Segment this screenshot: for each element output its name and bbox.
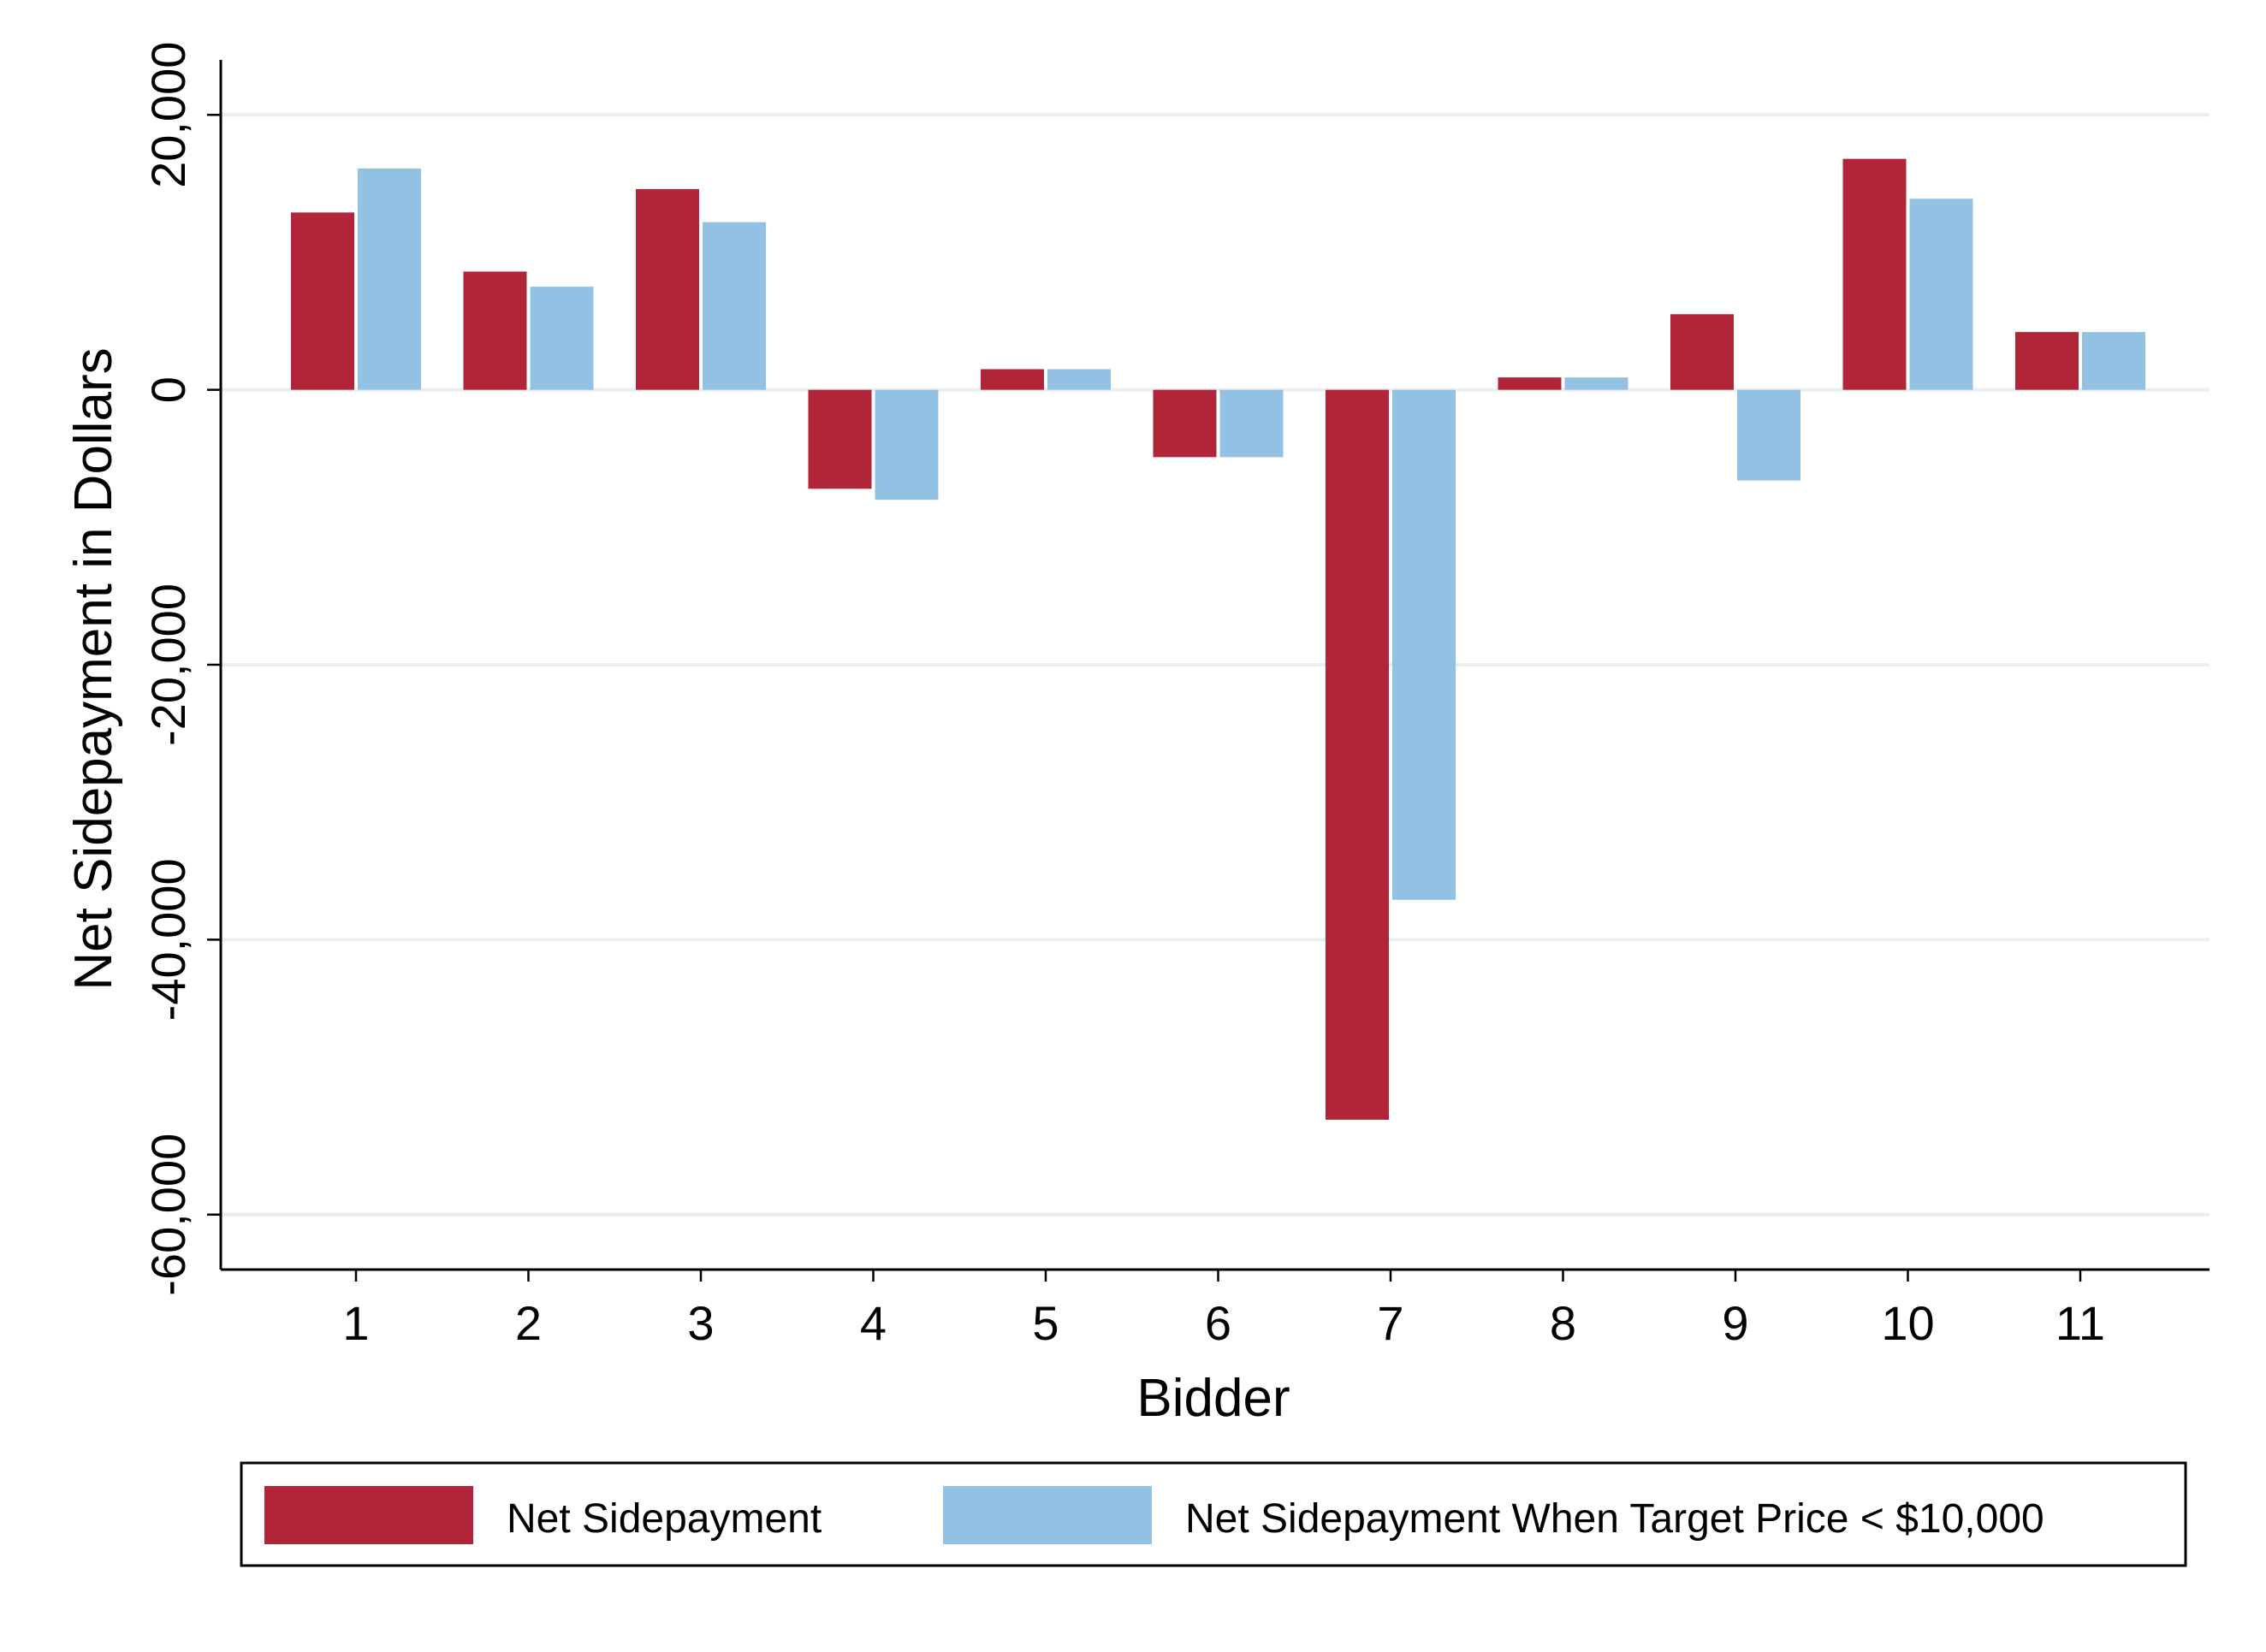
y-tick-label: 20,000 (141, 42, 195, 188)
x-axis-title: Bidder (1136, 1369, 1290, 1428)
bar-bidder-2-series-1 (463, 271, 527, 390)
legend-label-series-2: Net Sidepayment When Target Price < $10,… (1185, 1496, 2044, 1542)
axes (207, 60, 2210, 1282)
bar-bidder-1-series-1 (291, 212, 354, 390)
y-axis-title: Net Sidepayment in Dollars (64, 347, 123, 990)
x-tick-label: 2 (515, 1296, 542, 1350)
bar-bidder-3-series-2 (703, 222, 766, 390)
legend: Net Sidepayment Net Sidepayment When Targ… (240, 1461, 2187, 1567)
x-tick-label: 3 (687, 1296, 714, 1350)
x-tick-label: 1 (342, 1296, 369, 1350)
y-tick-label: 0 (141, 376, 195, 403)
bar-bidder-10-series-1 (1842, 158, 1907, 390)
bar-bidder-2-series-2 (530, 287, 594, 390)
legend-box (240, 1461, 2187, 1567)
bar-bidder-5-series-1 (981, 369, 1044, 390)
bar-bidder-3-series-1 (636, 189, 699, 390)
bar-bidder-4-series-1 (808, 389, 872, 489)
bar-bidder-11-series-1 (2015, 332, 2079, 390)
legend-swatch-series-2 (943, 1486, 1152, 1544)
x-tick-label: 8 (1550, 1296, 1576, 1350)
x-tick-label: 10 (1881, 1296, 1934, 1350)
bar-bidder-5-series-2 (1047, 369, 1111, 390)
x-tick-label: 4 (860, 1296, 887, 1350)
bars (291, 158, 2145, 1120)
bar-bidder-1-series-2 (358, 168, 421, 390)
bar-bidder-9-series-2 (1737, 389, 1800, 481)
bar-bidder-7-series-2 (1392, 389, 1456, 900)
x-tick-label: 5 (1032, 1296, 1059, 1350)
x-tick-label: 9 (1722, 1296, 1748, 1350)
y-tick-label: -20,000 (141, 583, 195, 746)
bar-bidder-7-series-1 (1326, 389, 1389, 1120)
bar-bidder-9-series-1 (1670, 314, 1734, 390)
bar-bidder-4-series-2 (875, 389, 939, 500)
bar-bidder-10-series-2 (1909, 198, 1973, 390)
bar-bidder-6-series-1 (1153, 389, 1217, 458)
bar-bidder-11-series-2 (2082, 332, 2145, 390)
bar-bidder-8-series-1 (1498, 377, 1562, 390)
y-tick-label: -60,000 (141, 1134, 195, 1296)
tick-labels: 20,000 0 -20,000 -40,000 -60,000 1 2 3 4 5 6 7 8 9 10 1… (141, 42, 2105, 1350)
x-tick-label: 7 (1377, 1296, 1403, 1350)
x-tick-label: 6 (1205, 1296, 1231, 1350)
legend-swatch-series-1 (264, 1486, 473, 1544)
legend-label-series-1: Net Sidepayment (507, 1496, 822, 1542)
bar-bidder-6-series-2 (1219, 389, 1284, 458)
bar-bidder-8-series-2 (1564, 377, 1628, 390)
y-tick-label: -40,000 (141, 858, 195, 1021)
x-tick-label: 11 (2055, 1296, 2105, 1350)
